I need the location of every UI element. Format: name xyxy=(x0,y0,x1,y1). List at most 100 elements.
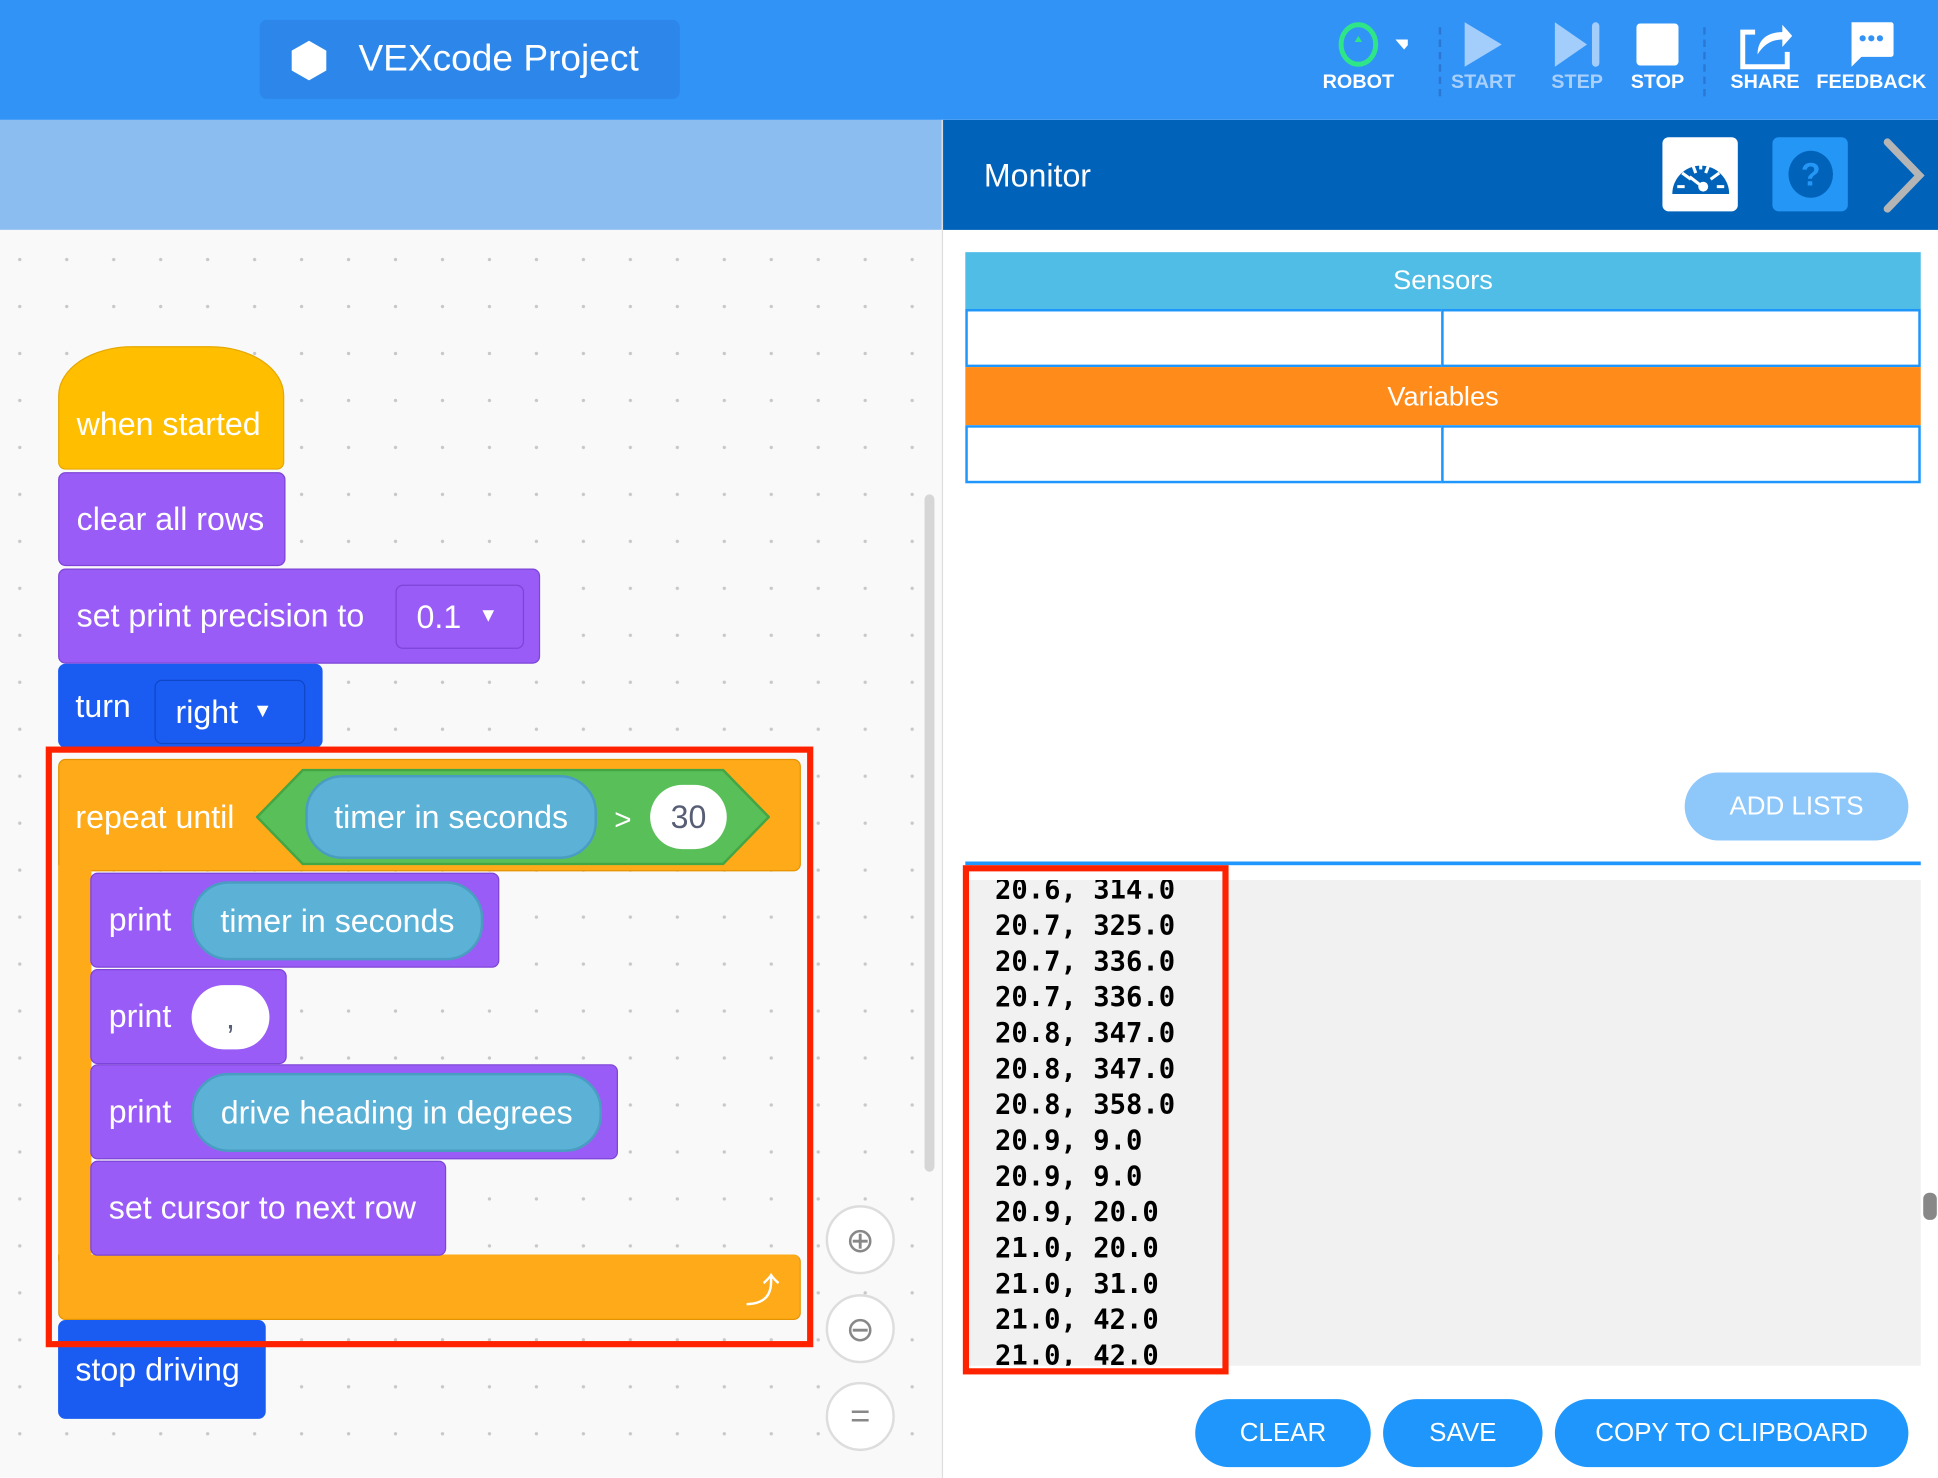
reporter-label: drive heading in degrees xyxy=(220,1093,573,1131)
zoom-reset-icon: = xyxy=(850,1396,871,1435)
console-divider xyxy=(965,861,1921,866)
block-label: set cursor to next row xyxy=(108,1189,416,1227)
robot-button[interactable]: ROBOT xyxy=(1309,17,1408,94)
loop-arrow-icon: ⤴ xyxy=(745,1271,780,1311)
monitor-panel: Monitor ? Sensors Variables ADD LISTS 20… xyxy=(941,119,1938,1478)
button-label: ADD LISTS xyxy=(1729,791,1864,821)
dropdown-value: right xyxy=(175,692,239,730)
highlight-box xyxy=(962,865,1229,1375)
console-line: 21.0, 20.0 xyxy=(994,1233,1159,1265)
sensor-slot[interactable] xyxy=(1441,309,1921,368)
monitor-dashboard-button[interactable] xyxy=(1662,137,1738,212)
console-scrollbar[interactable] xyxy=(1923,1192,1937,1220)
zoom-reset-button[interactable]: = xyxy=(825,1381,895,1452)
console-line: 20.9, 9.0 xyxy=(994,1125,1143,1157)
play-icon xyxy=(1464,22,1502,67)
console-line: 20.9, 20.0 xyxy=(994,1197,1159,1229)
variable-slot[interactable] xyxy=(1441,425,1921,484)
block-label: repeat until xyxy=(75,798,235,836)
timer-reporter[interactable]: timer in seconds xyxy=(191,881,484,961)
precision-dropdown[interactable]: 0.1 ▼ xyxy=(395,584,525,649)
divider xyxy=(1438,27,1442,97)
console-line: 20.7, 336.0 xyxy=(994,946,1176,978)
console-output: 20.6, 314.0 20.7, 325.0 20.7, 336.0 20.7, 3… xyxy=(995,880,1175,1366)
step-icon xyxy=(1554,22,1600,67)
variables-header: Variables xyxy=(965,367,1921,426)
chevron-down-icon: ▼ xyxy=(478,605,499,627)
console-line: 20.8, 347.0 xyxy=(994,1018,1176,1050)
timer-reporter[interactable]: timer in seconds xyxy=(305,774,597,860)
drive-heading-reporter[interactable]: drive heading in degrees xyxy=(191,1072,602,1152)
dropdown-value: 0.1 xyxy=(416,597,462,635)
step-button[interactable]: STEP xyxy=(1528,17,1627,94)
console-line: 20.8, 347.0 xyxy=(994,1054,1176,1086)
project-title[interactable]: VEXcode Project xyxy=(259,19,680,99)
block-label: set print precision to xyxy=(76,596,365,635)
monitor-header: Monitor ? xyxy=(943,119,1938,230)
compare-value-input[interactable]: 30 xyxy=(650,784,727,850)
sensors-header: Sensors xyxy=(965,252,1921,309)
zoom-in-icon: ⊕ xyxy=(845,1220,875,1259)
block-label: print xyxy=(108,997,172,1035)
highlight-box xyxy=(45,746,814,1348)
chevron-down-icon: ▼ xyxy=(252,700,273,722)
collapse-chevron-icon[interactable] xyxy=(1880,137,1929,214)
when-started-block[interactable]: when started xyxy=(58,346,285,470)
block-label: when started xyxy=(76,404,261,442)
block-label: turn xyxy=(75,686,131,724)
reporter-label: timer in seconds xyxy=(220,901,455,939)
robot-label: ROBOT xyxy=(1322,71,1395,93)
share-button[interactable]: SHARE xyxy=(1716,17,1815,94)
stop-driving-block[interactable]: stop driving xyxy=(58,1320,266,1419)
console-line: 20.9, 9.0 xyxy=(994,1161,1143,1193)
feedback-label: FEEDBACK xyxy=(1816,71,1927,93)
robot-connection-icon xyxy=(1338,22,1408,67)
zoom-out-button[interactable]: ⊖ xyxy=(825,1294,895,1364)
input-value: 30 xyxy=(670,797,707,835)
variable-slot[interactable] xyxy=(965,425,1444,484)
variables-label: Variables xyxy=(1387,380,1499,411)
copy-to-clipboard-button[interactable]: COPY TO CLIPBOARD xyxy=(1554,1399,1909,1468)
top-bar: VEXcode Project ROBOT START STEP STOP SH… xyxy=(0,0,1938,120)
button-label: SAVE xyxy=(1429,1418,1497,1447)
button-label: COPY TO CLIPBOARD xyxy=(1595,1418,1868,1447)
stop-button[interactable]: STOP xyxy=(1608,17,1707,94)
set-cursor-next-row-block[interactable]: set cursor to next row xyxy=(90,1160,447,1256)
stop-label: STOP xyxy=(1630,71,1685,93)
console-line: 20.6, 314.0 xyxy=(994,880,1176,906)
hexagon-logo-icon xyxy=(291,40,327,81)
help-button[interactable]: ? xyxy=(1772,137,1848,212)
print-console[interactable]: 20.6, 314.0 20.7, 325.0 20.7, 336.0 20.7, 3… xyxy=(965,880,1921,1366)
start-button[interactable]: START xyxy=(1434,17,1533,94)
feedback-button[interactable]: FEEDBACK xyxy=(1814,17,1928,94)
clear-all-rows-block[interactable]: clear all rows xyxy=(58,472,286,567)
divider xyxy=(1703,27,1706,97)
print-text-input[interactable]: , xyxy=(191,985,270,1050)
monitor-title: Monitor xyxy=(983,156,1092,195)
console-line: 21.0, 31.0 xyxy=(994,1269,1159,1301)
block-label: print xyxy=(108,901,172,939)
repeat-until-footer: ⤴ xyxy=(58,1254,801,1321)
save-button[interactable]: SAVE xyxy=(1383,1399,1543,1468)
add-lists-button[interactable]: ADD LISTS xyxy=(1684,772,1909,841)
repeat-until-arm xyxy=(58,865,92,1261)
console-line: 21.0, 42.0 xyxy=(994,1341,1159,1366)
feedback-icon xyxy=(1851,22,1894,67)
start-label: START xyxy=(1450,71,1516,93)
sensors-label: Sensors xyxy=(1393,264,1493,296)
console-line: 20.7, 336.0 xyxy=(994,982,1176,1014)
workspace-scrollbar[interactable] xyxy=(924,494,935,1172)
block-label: stop driving xyxy=(75,1350,240,1388)
console-line: 20.7, 325.0 xyxy=(994,910,1176,942)
input-value: , xyxy=(226,998,235,1036)
zoom-out-icon: ⊖ xyxy=(845,1309,875,1348)
turn-direction-dropdown[interactable]: right ▼ xyxy=(154,679,306,745)
console-line: 21.0, 42.0 xyxy=(994,1305,1159,1337)
clear-button[interactable]: CLEAR xyxy=(1195,1399,1371,1468)
operator-label: > xyxy=(614,803,632,837)
share-label: SHARE xyxy=(1730,71,1800,93)
zoom-in-button[interactable]: ⊕ xyxy=(825,1205,895,1275)
svg-text:?: ? xyxy=(1800,156,1820,192)
sensor-slot[interactable] xyxy=(965,309,1444,368)
project-title-text: VEXcode Project xyxy=(358,38,639,80)
